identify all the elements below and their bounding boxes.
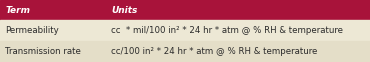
Text: cc/100 in² * 24 hr * atm @ % RH & temperature: cc/100 in² * 24 hr * atm @ % RH & temper…	[111, 47, 317, 56]
Text: Permeability: Permeability	[5, 26, 59, 35]
Bar	[0, 41, 370, 62]
Bar	[0, 0, 370, 20]
Text: cc  * mil/100 in² * 24 hr * atm @ % RH & temperature: cc * mil/100 in² * 24 hr * atm @ % RH & …	[111, 26, 343, 35]
Bar	[0, 20, 370, 41]
Text: Transmission rate: Transmission rate	[5, 47, 81, 56]
Text: Units: Units	[111, 6, 137, 15]
Text: Term: Term	[5, 6, 30, 15]
